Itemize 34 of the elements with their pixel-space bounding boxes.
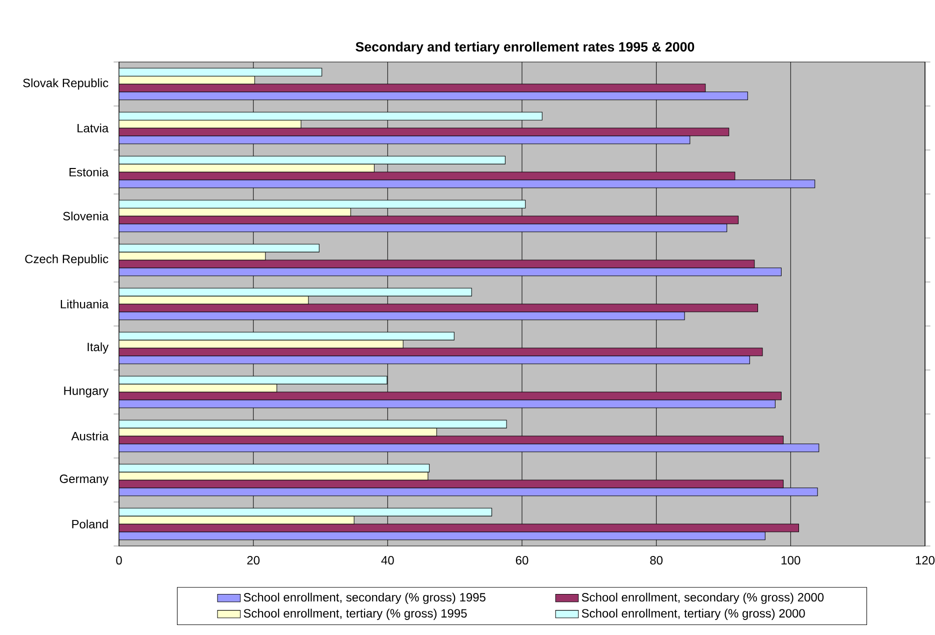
- y-tick-label: Latvia: [78, 124, 109, 132]
- bar: [119, 488, 818, 496]
- legend-label: School enrollment, tertiary (% gross) 2000: [582, 608, 805, 620]
- bar: [119, 532, 766, 540]
- x-tick-label: 100: [782, 556, 800, 565]
- bar: [119, 400, 776, 408]
- x-tick-label: 20: [247, 556, 260, 565]
- y-tick-label: Slovak Republic: [23, 78, 108, 90]
- bar: [119, 92, 748, 100]
- bar: [119, 180, 816, 188]
- bar: [119, 268, 782, 276]
- y-tick-label: Germany: [60, 474, 109, 486]
- y-tick-label: Estonia: [70, 168, 109, 176]
- y-tick-label: Poland: [72, 520, 108, 528]
- y-tick-label: Italy: [88, 342, 109, 354]
- y-tick-label: Czech Republic: [25, 254, 108, 266]
- x-tick-label: 0: [116, 556, 122, 565]
- x-tick-label: 60: [516, 556, 528, 565]
- bar: [119, 224, 728, 232]
- bar: [119, 356, 750, 364]
- y-tick-label: Slovenia: [63, 212, 109, 220]
- legend-label: School enrollment, secondary (% gross) 1995: [244, 592, 486, 604]
- x-tick-label: 40: [381, 556, 394, 565]
- bar: [119, 136, 690, 144]
- chart-title: Secondary and tertiary enrollement rates 1995 & 2000: [356, 42, 694, 54]
- bar: [119, 444, 820, 452]
- bar: [119, 312, 685, 320]
- x-tick-label: 120: [916, 556, 935, 565]
- legend-label: School enrollment, secondary (% gross) 2000: [582, 592, 824, 604]
- y-tick-label: Austria: [71, 432, 109, 440]
- legend-label: School enrollment, tertiary (% gross) 1995: [244, 608, 467, 620]
- x-tick-label: 80: [650, 556, 663, 565]
- y-tick-label: Hungary: [64, 386, 109, 398]
- y-tick-label: Lithuania: [60, 300, 109, 308]
